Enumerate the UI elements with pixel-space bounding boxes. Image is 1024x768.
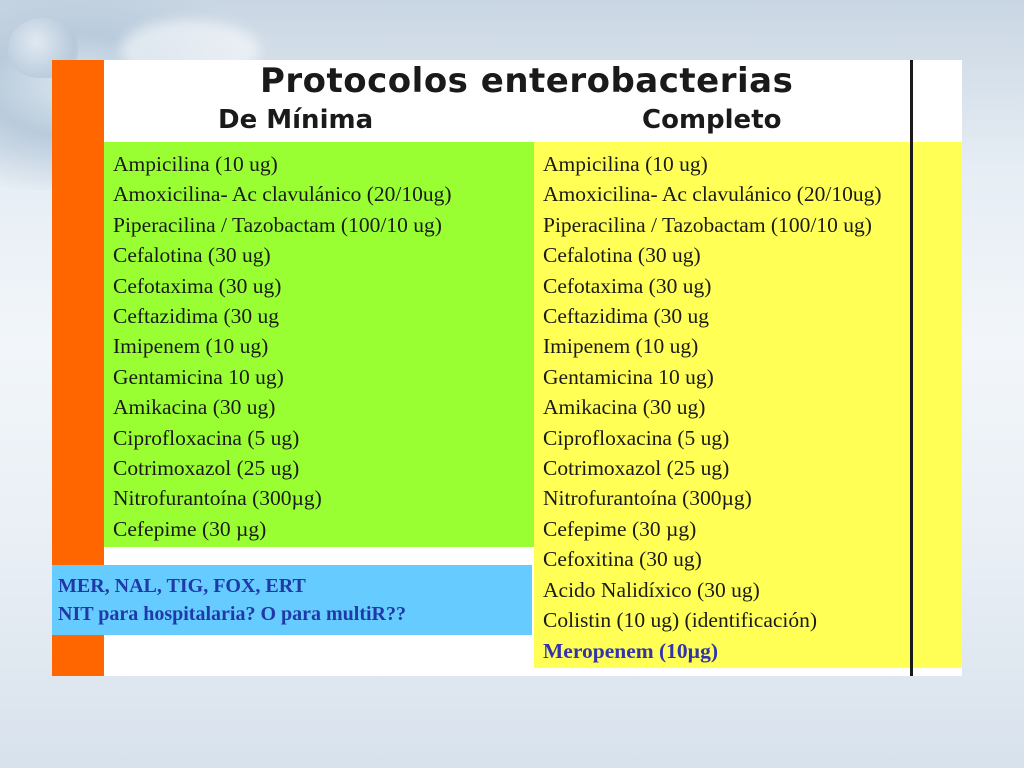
de-minima-panel: Ampicilina (10 ug) Amoxicilina- Ac clavu…	[104, 142, 534, 547]
slide-right-border	[910, 60, 913, 676]
list-item: Amikacina (30 ug)	[113, 395, 276, 420]
list-item: Cefotaxima (30 ug)	[543, 273, 712, 298]
list-item: Amoxicilina- Ac clavulánico (20/10ug)	[543, 182, 882, 207]
list-item: Imipenem (10 ug)	[543, 334, 699, 359]
list-item: Nitrofurantoína (300µg)	[543, 486, 752, 511]
list-item: Cefoxitina (30 ug)	[543, 547, 702, 572]
list-item: Ciprofloxacina (5 ug)	[543, 425, 730, 450]
list-item: Gentamicina 10 ug)	[113, 364, 284, 389]
note-line-1: MER, NAL, TIG, FOX, ERT	[58, 575, 306, 597]
list-item: Cefepime (30 µg)	[543, 516, 697, 541]
list-item: Cotrimoxazol (25 ug)	[543, 456, 730, 481]
list-item: Cefalotina (30 ug)	[543, 243, 701, 268]
list-item: Nitrofurantoína (300µg)	[113, 486, 322, 511]
list-item: Cefepime (30 µg)	[113, 516, 267, 541]
list-item-meropenem: Meropenem (10µg)	[543, 638, 718, 663]
list-item: Cefalotina (30 ug)	[113, 243, 271, 268]
heading-completo: Completo	[642, 105, 782, 135]
list-item: Piperacilina / Tazobactam (100/10 ug)	[113, 212, 442, 237]
list-item: Acido Nalidíxico (30 ug)	[543, 577, 760, 602]
slide-title: Protocolos enterobacterias	[260, 61, 794, 101]
note-box: MER, NAL, TIG, FOX, ERT NIT para hospita…	[52, 565, 532, 635]
list-item: Amikacina (30 ug)	[543, 395, 706, 420]
list-item: Imipenem (10 ug)	[113, 334, 269, 359]
heading-de-minima: De Mínima	[218, 105, 374, 135]
note-line-2: NIT para hospitalaria? O para multiR??	[58, 603, 406, 625]
list-item: Ampicilina (10 ug)	[113, 152, 278, 176]
list-item: Ceftazidima (30 ug	[543, 304, 709, 329]
list-item: Ampicilina (10 ug)	[543, 152, 708, 176]
list-item: Cotrimoxazol (25 ug)	[113, 456, 300, 481]
slide-panel: Protocolos enterobacterias De Mínima Com…	[52, 60, 962, 676]
completo-list: Ampicilina (10 ug) Amoxicilina- Ac clavu…	[543, 149, 882, 666]
de-minima-list: Ampicilina (10 ug) Amoxicilina- Ac clavu…	[113, 149, 452, 544]
list-item: Ceftazidima (30 ug	[113, 304, 279, 329]
list-item: Ciprofloxacina (5 ug)	[113, 425, 300, 450]
list-item: Gentamicina 10 ug)	[543, 364, 714, 389]
list-item: Amoxicilina- Ac clavulánico (20/10ug)	[113, 182, 452, 207]
list-item: Piperacilina / Tazobactam (100/10 ug)	[543, 212, 872, 237]
completo-panel: Ampicilina (10 ug) Amoxicilina- Ac clavu…	[534, 142, 962, 668]
list-item: Cefotaxima (30 ug)	[113, 273, 282, 298]
list-item: Colistin (10 ug) (identificación)	[543, 608, 818, 633]
